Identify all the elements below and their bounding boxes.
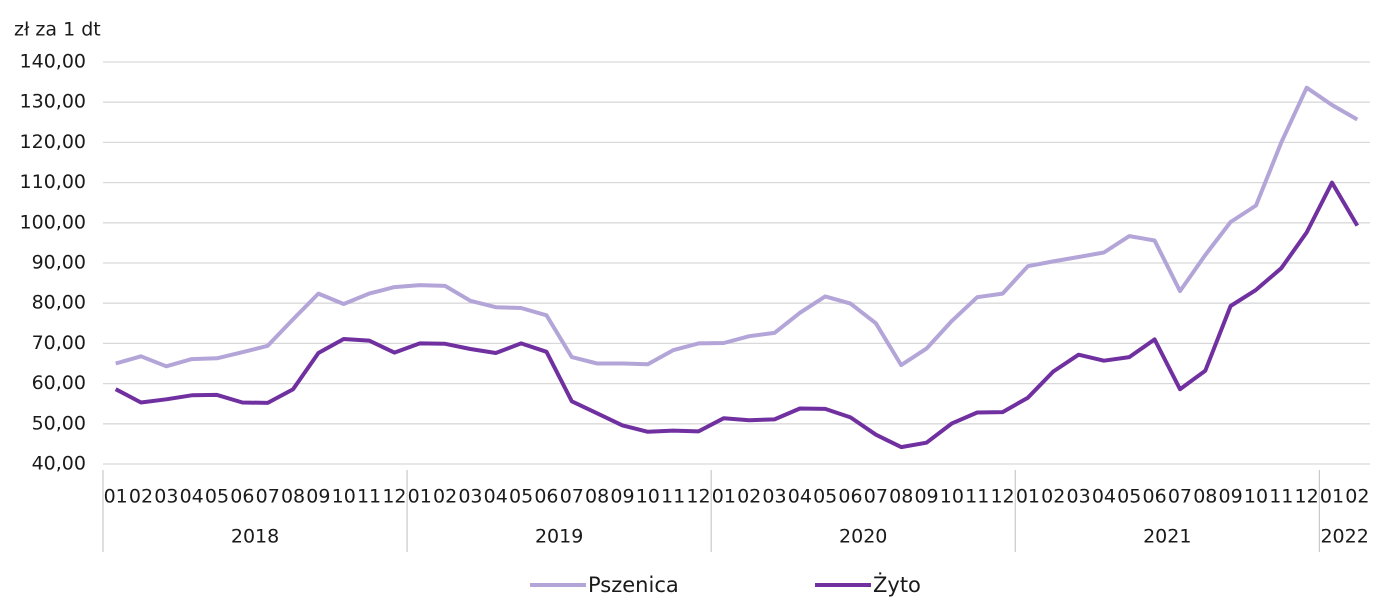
y-tick-label: 40,00 (32, 453, 86, 475)
y-tick-label: 90,00 (32, 252, 86, 274)
y-tick-label: 120,00 (20, 131, 86, 153)
y-tick-label: 130,00 (20, 91, 86, 113)
group-label: 2020 (839, 526, 887, 548)
legend-label: Żyto (873, 572, 921, 597)
group-label: 2022 (1320, 526, 1368, 548)
x-tick-label: 04 (484, 486, 508, 508)
legend-label: Pszenica (588, 573, 679, 597)
x-tick-label: 05 (813, 486, 837, 508)
x-tick-label: 02 (737, 486, 761, 508)
x-tick-label: 10 (1244, 486, 1268, 508)
x-tick-label: 05 (205, 486, 229, 508)
x-tick-label: 02 (1345, 486, 1369, 508)
x-tick-label: 10 (636, 486, 660, 508)
x-tick-label: 01 (104, 486, 128, 508)
x-tick-label: 04 (788, 486, 812, 508)
x-tick-label: 08 (281, 486, 305, 508)
series-line (114, 180, 1360, 450)
x-tick-label: 05 (1117, 486, 1141, 508)
y-tick-label: 50,00 (32, 412, 86, 434)
x-tick-label: 09 (610, 486, 634, 508)
x-tick-label: 01 (712, 486, 736, 508)
y-tick-label: 80,00 (32, 292, 86, 314)
x-tick-label: 02 (129, 486, 153, 508)
x-tick-label: 09 (914, 486, 938, 508)
x-tick-label: 08 (889, 486, 913, 508)
x-tick-label: 12 (1295, 486, 1319, 508)
x-tick-label: 06 (1143, 486, 1167, 508)
x-tick-label: 11 (661, 486, 685, 508)
x-tick-label: 03 (458, 486, 482, 508)
x-tick-label: 01 (408, 486, 432, 508)
x-tick-label: 06 (230, 486, 254, 508)
x-tick-label: 04 (1092, 486, 1116, 508)
group-label: 2018 (231, 526, 279, 548)
x-tick-label: 02 (433, 486, 457, 508)
y-axis-label: zł za 1 dt (14, 19, 101, 41)
series-line (115, 85, 1359, 369)
x-tick-label: 06 (534, 486, 558, 508)
x-tick-label: 01 (1320, 486, 1344, 508)
x-tick-label: 08 (1193, 486, 1217, 508)
x-tick-label: 05 (509, 486, 533, 508)
x-tick-label: 09 (306, 486, 330, 508)
y-tick-label: 140,00 (20, 51, 86, 73)
y-tick-label: 70,00 (32, 332, 86, 354)
y-tick-label: 100,00 (20, 211, 86, 233)
x-tick-label: 12 (686, 486, 710, 508)
x-tick-label: 12 (990, 486, 1014, 508)
x-tick-label: 09 (1219, 486, 1243, 508)
x-tick-label: 11 (357, 486, 381, 508)
x-tick-label: 07 (256, 486, 280, 508)
x-tick-label: 01 (1016, 486, 1040, 508)
x-tick-label: 03 (762, 486, 786, 508)
x-tick-label: 10 (332, 486, 356, 508)
x-tick-label: 12 (382, 486, 406, 508)
x-tick-label: 03 (1066, 486, 1090, 508)
x-tick-label: 08 (585, 486, 609, 508)
x-tick-label: 11 (965, 486, 989, 508)
x-tick-label: 07 (1168, 486, 1192, 508)
y-tick-label: 60,00 (32, 372, 86, 394)
y-tick-label: 110,00 (20, 171, 86, 193)
x-tick-label: 10 (940, 486, 964, 508)
x-tick-label: 06 (838, 486, 862, 508)
x-tick-label: 04 (180, 486, 204, 508)
x-tick-label: 07 (560, 486, 584, 508)
x-tick-label: 11 (1269, 486, 1293, 508)
x-tick-label: 07 (864, 486, 888, 508)
x-tick-label: 02 (1041, 486, 1065, 508)
group-label: 2019 (535, 526, 583, 548)
x-tick-label: 03 (154, 486, 178, 508)
group-label: 2021 (1143, 526, 1191, 548)
